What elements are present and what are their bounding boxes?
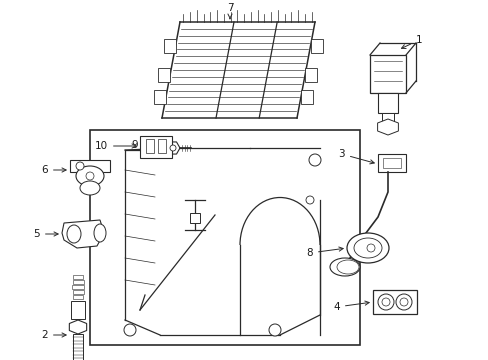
Text: 2: 2 — [41, 330, 66, 340]
Circle shape — [366, 244, 374, 252]
Bar — [158, 68, 170, 82]
Bar — [73, 275, 83, 279]
Ellipse shape — [80, 181, 100, 195]
Bar — [73, 334, 83, 360]
Bar — [382, 158, 400, 168]
Text: 7: 7 — [226, 3, 233, 19]
Circle shape — [381, 298, 389, 306]
Polygon shape — [165, 142, 180, 154]
Bar — [70, 160, 110, 172]
Ellipse shape — [329, 258, 359, 276]
Ellipse shape — [336, 260, 358, 274]
Bar — [372, 290, 416, 314]
Bar — [90, 130, 359, 345]
Circle shape — [86, 172, 94, 180]
Circle shape — [170, 145, 176, 151]
Bar — [300, 90, 312, 104]
Circle shape — [377, 294, 393, 310]
Text: 9: 9 — [131, 140, 162, 150]
Bar — [140, 136, 172, 158]
Text: 4: 4 — [333, 301, 368, 312]
Ellipse shape — [353, 238, 381, 258]
Ellipse shape — [67, 225, 81, 243]
Bar — [377, 154, 405, 172]
Circle shape — [395, 294, 411, 310]
Bar — [381, 113, 393, 123]
Circle shape — [305, 196, 313, 204]
Text: 6: 6 — [41, 165, 66, 175]
Bar — [305, 68, 316, 82]
Ellipse shape — [346, 233, 388, 263]
Bar — [146, 139, 154, 153]
Bar — [71, 301, 85, 319]
Circle shape — [399, 298, 407, 306]
Bar — [369, 55, 405, 93]
Bar — [158, 139, 165, 153]
Bar — [190, 213, 200, 223]
Bar — [154, 90, 165, 104]
Text: 5: 5 — [33, 229, 58, 239]
Circle shape — [268, 324, 281, 336]
Ellipse shape — [76, 166, 104, 186]
Bar — [73, 295, 83, 299]
Polygon shape — [62, 220, 104, 248]
Bar — [310, 39, 322, 53]
Text: 1: 1 — [401, 35, 422, 49]
Ellipse shape — [94, 224, 106, 242]
Circle shape — [76, 162, 84, 170]
Text: 10: 10 — [95, 141, 136, 151]
Bar — [163, 39, 175, 53]
Bar — [72, 290, 83, 294]
Bar — [72, 280, 83, 284]
Bar — [377, 93, 397, 113]
Polygon shape — [377, 119, 398, 135]
Circle shape — [308, 154, 320, 166]
Text: 3: 3 — [338, 149, 373, 164]
Polygon shape — [69, 320, 86, 334]
Circle shape — [124, 324, 136, 336]
Bar — [72, 285, 84, 289]
Text: 8: 8 — [306, 247, 343, 258]
